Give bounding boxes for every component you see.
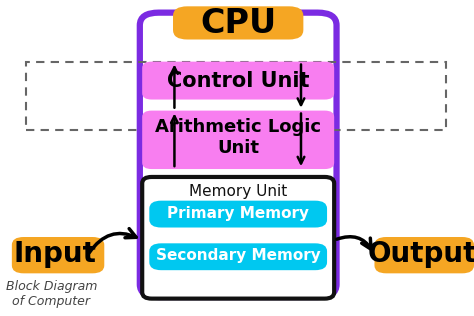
Bar <box>26 62 446 130</box>
Text: Primary Memory: Primary Memory <box>167 206 310 221</box>
Text: CPU: CPU <box>201 7 276 40</box>
FancyBboxPatch shape <box>142 111 334 169</box>
FancyBboxPatch shape <box>12 237 104 273</box>
FancyBboxPatch shape <box>142 177 334 299</box>
Text: Secondary Memory: Secondary Memory <box>156 248 321 264</box>
FancyBboxPatch shape <box>149 243 327 270</box>
FancyBboxPatch shape <box>173 6 303 40</box>
FancyBboxPatch shape <box>374 237 474 273</box>
Text: Block Diagram
of Computer: Block Diagram of Computer <box>6 280 97 308</box>
Text: Arithmetic Logic
Unit: Arithmetic Logic Unit <box>155 118 321 157</box>
Text: Control Unit: Control Unit <box>167 70 310 91</box>
Text: Output: Output <box>367 240 474 268</box>
FancyBboxPatch shape <box>149 201 327 228</box>
FancyBboxPatch shape <box>140 13 337 297</box>
Text: Input: Input <box>13 240 96 268</box>
FancyBboxPatch shape <box>142 62 334 100</box>
Text: Memory Unit: Memory Unit <box>189 184 288 199</box>
